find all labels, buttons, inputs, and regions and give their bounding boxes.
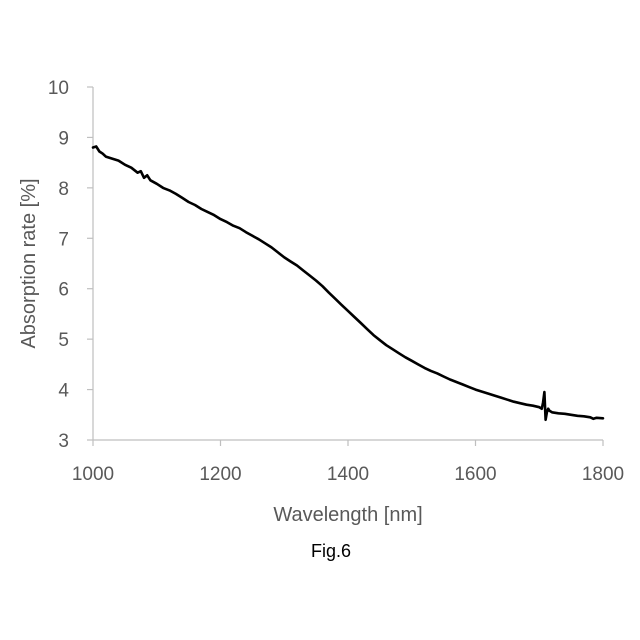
y-axis-title: Absorption rate [%] xyxy=(18,178,40,348)
absorption-series-line xyxy=(93,147,603,420)
y-tick-label: 8 xyxy=(58,179,69,200)
x-axis-title: Wavelength [nm] xyxy=(273,504,422,526)
x-tick-label: 1800 xyxy=(582,464,624,485)
y-tick-label: 4 xyxy=(58,381,69,402)
y-tick-label: 6 xyxy=(58,280,69,301)
y-tick-label: 3 xyxy=(58,431,69,452)
y-tick-label: 7 xyxy=(58,229,69,250)
y-tick-label: 5 xyxy=(58,330,69,351)
x-axis-ticks: 1000 1200 1400 1600 1800 xyxy=(72,440,624,485)
chart-axes xyxy=(93,87,603,440)
y-axis-ticks: 3 4 5 6 7 8 9 10 xyxy=(48,78,93,452)
y-tick-label: 9 xyxy=(58,128,69,149)
x-tick-label: 1200 xyxy=(199,464,241,485)
x-tick-label: 1000 xyxy=(72,464,114,485)
y-tick-label: 10 xyxy=(48,78,69,99)
figure-caption: Fig.6 xyxy=(311,541,351,561)
x-tick-label: 1600 xyxy=(454,464,496,485)
x-tick-label: 1400 xyxy=(327,464,369,485)
